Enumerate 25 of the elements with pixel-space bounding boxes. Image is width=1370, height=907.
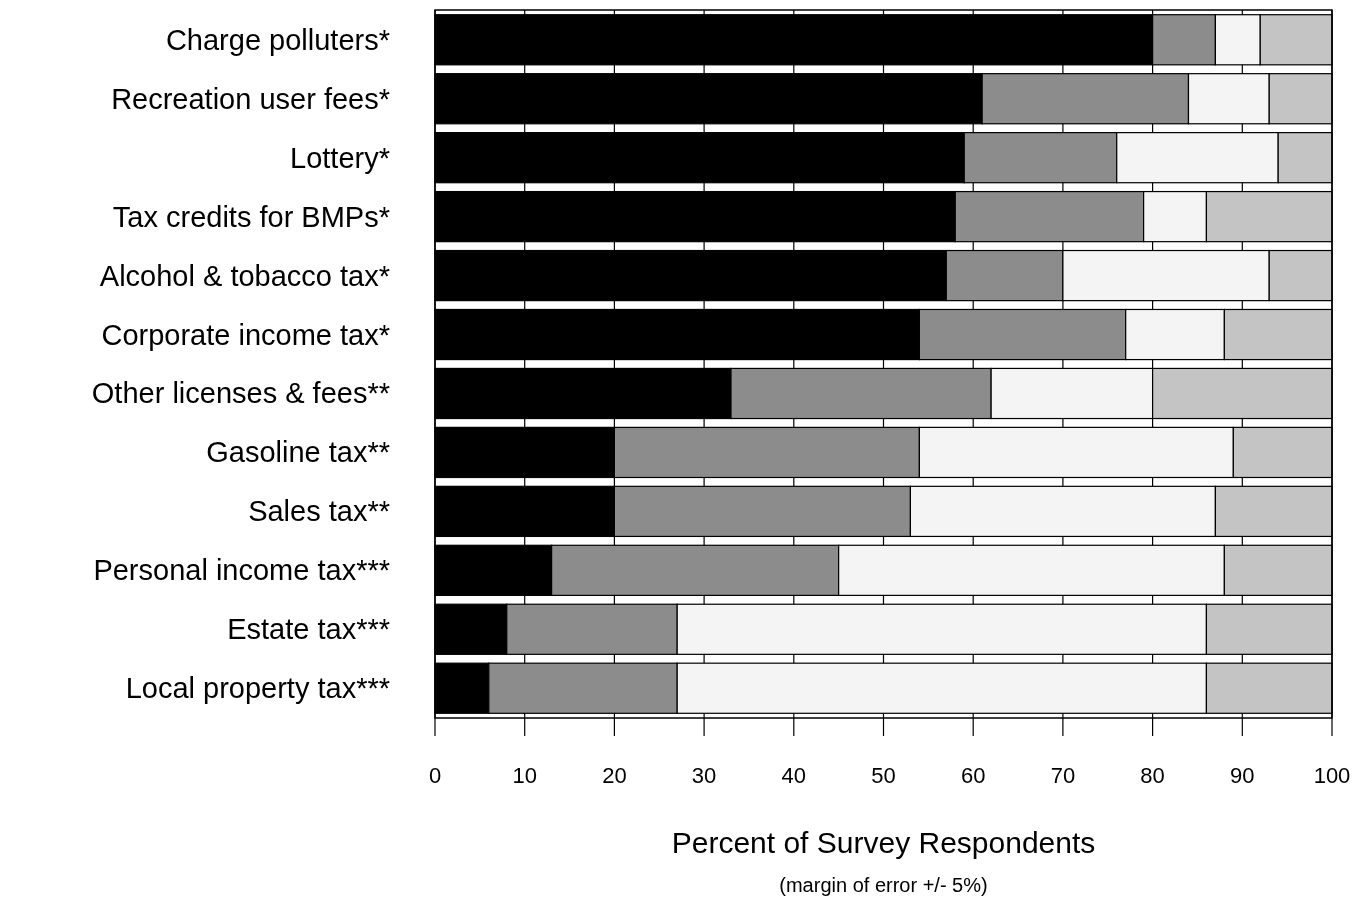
x-tick-label: 30: [691, 763, 717, 788]
y-tick-label: Lottery*: [290, 141, 390, 174]
x-tick-label: 0: [428, 763, 442, 788]
y-tick-label: Local property tax***: [125, 672, 390, 705]
y-tick-label: Charge polluters*: [165, 23, 390, 56]
x-tick-label: 90: [1230, 763, 1255, 788]
y-tick-label: Gasoline tax**: [206, 436, 390, 469]
y-tick-label: Tax credits for BMPs*: [112, 200, 390, 233]
x-tick-label: 70: [1050, 763, 1076, 788]
x-tick-label: 80: [1140, 763, 1165, 788]
y-tick-label: Corporate income tax*: [101, 318, 390, 351]
x-tick-label: 40: [781, 763, 807, 788]
text: (margin of error +/- 5%): [779, 874, 988, 896]
y-tick-label: Sales tax**: [248, 495, 390, 528]
x-tick-label: 50: [871, 763, 896, 788]
y-tick-label: Recreation user fees*: [111, 82, 390, 115]
y-tick-label: Other licenses & fees**: [91, 377, 390, 410]
x-tick-label: 100: [1313, 763, 1351, 788]
x-tick-label: 20: [602, 763, 627, 788]
y-tick-label: Estate tax***: [227, 613, 390, 646]
y-tick-label: Personal income tax***: [93, 554, 390, 587]
y-tick-label: Alcohol & tobacco tax*: [99, 259, 390, 292]
x-axis-title: Percent of Survey Respondents: [671, 826, 1096, 859]
x-tick-label: 10: [512, 763, 537, 788]
x-tick-label: 60: [960, 763, 986, 788]
